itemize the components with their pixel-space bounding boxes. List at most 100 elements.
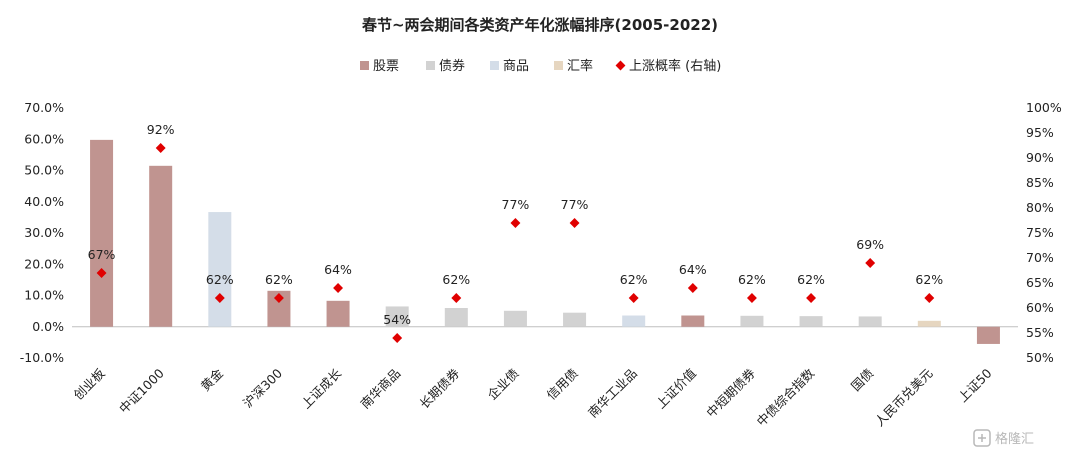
- probability-marker: [214, 293, 225, 303]
- bar: [208, 212, 232, 327]
- bar: [326, 300, 350, 327]
- probability-label: 62%: [442, 272, 470, 287]
- right-axis-tick: 75%: [1026, 225, 1054, 240]
- right-axis-tick: 85%: [1026, 175, 1054, 190]
- bar: [90, 139, 114, 327]
- x-axis-tick-label: 人民币兑美元: [872, 366, 936, 430]
- left-axis-tick: -10.0%: [20, 350, 64, 365]
- legend-label: 债券: [439, 58, 465, 74]
- legend-label: 上涨概率 (右轴): [629, 58, 721, 74]
- x-axis-tick-label: 南华工业品: [585, 366, 640, 421]
- right-axis-tick: 80%: [1026, 200, 1054, 215]
- x-axis-tick-label: 上证成长: [298, 365, 344, 411]
- bar: [267, 290, 291, 327]
- probability-label: 77%: [561, 197, 589, 212]
- bar: [976, 326, 1000, 344]
- left-axis-tick: 20.0%: [24, 256, 64, 271]
- right-axis-tick: 50%: [1026, 350, 1054, 365]
- bar: [563, 312, 587, 327]
- bar: [444, 308, 468, 327]
- x-axis-tick-label: 沪深300: [240, 365, 285, 410]
- x-axis-tick-label: 企业债: [484, 366, 521, 403]
- right-axis-tick: 65%: [1026, 275, 1054, 290]
- x-axis-tick-label: 创业板: [71, 365, 108, 402]
- left-axis-tick: 50.0%: [24, 163, 64, 178]
- bar: [799, 316, 823, 327]
- bar: [503, 310, 527, 327]
- legend-label: 汇率: [567, 58, 593, 74]
- left-axis-tick: 60.0%: [24, 131, 64, 146]
- legend-marker-diamond: [615, 60, 626, 71]
- right-axis-tick: 55%: [1026, 325, 1054, 340]
- bars: [90, 139, 1000, 344]
- legend-swatch: [490, 61, 499, 70]
- probability-marker: [628, 293, 639, 303]
- probability-marker: [333, 283, 344, 293]
- x-axis-tick-label: 黄金: [198, 365, 227, 394]
- x-axis-labels: 创业板 中证1000 黄金 沪深300 上证成长 南华商品 长期债券 企业债 信用债 南华工业品上…: [71, 365, 995, 429]
- right-axis-tick: 100%: [1026, 100, 1062, 115]
- probability-markers: 67% 92% 62% 62% 64% 54% 62% 77% 77% 62% 64% 62% 62% 6…: [88, 122, 943, 343]
- probability-label: 62%: [206, 272, 234, 287]
- x-axis-tick-label: 上证价值: [653, 366, 699, 412]
- probability-label: 62%: [915, 272, 943, 287]
- bar: [681, 315, 705, 327]
- x-axis-tick-label: 长期债券: [416, 365, 462, 411]
- bar: [740, 315, 764, 327]
- probability-label: 62%: [265, 272, 293, 287]
- probability-marker: [924, 293, 935, 303]
- watermark-text: 格隆汇: [995, 431, 1034, 447]
- bar: [385, 306, 409, 327]
- probability-label: 67%: [88, 247, 116, 262]
- left-axis-tick: 10.0%: [24, 288, 64, 303]
- probability-label: 64%: [324, 262, 352, 277]
- x-axis-tick-label: 上证50: [955, 365, 995, 405]
- bar: [149, 165, 173, 327]
- probability-label: 62%: [620, 272, 648, 287]
- legend-swatch: [426, 61, 435, 70]
- legend-label: 股票: [373, 59, 399, 74]
- probability-label: 64%: [679, 262, 707, 277]
- watermark-group: 格隆汇: [973, 429, 1034, 447]
- probability-marker: [687, 283, 698, 293]
- probability-marker: [569, 218, 580, 228]
- left-axis-tick: 40.0%: [24, 194, 64, 209]
- watermark-logo-icon: [973, 429, 991, 447]
- probability-marker: [392, 333, 403, 343]
- probability-marker: [806, 293, 817, 303]
- legend-label: 商品: [503, 59, 529, 74]
- legend-swatch: [360, 61, 369, 70]
- chart-title: 春节~两会期间各类资产年化涨幅排序(2005-2022): [362, 16, 718, 34]
- probability-marker: [273, 293, 284, 303]
- left-axis-tick: 0.0%: [32, 319, 64, 334]
- right-axis-tick: 90%: [1026, 150, 1054, 165]
- probability-label: 54%: [383, 312, 411, 327]
- probability-marker: [451, 293, 462, 303]
- probability-label: 92%: [147, 122, 175, 137]
- probability-marker: [865, 258, 876, 268]
- probability-marker: [155, 143, 166, 153]
- probability-marker: [746, 293, 757, 303]
- probability-marker: [510, 218, 521, 228]
- x-axis-tick-label: 南华商品: [357, 366, 403, 412]
- probability-label: 69%: [856, 237, 884, 252]
- probability-label: 62%: [797, 272, 825, 287]
- right-axis-tick: 60%: [1026, 300, 1054, 315]
- bar: [917, 320, 941, 327]
- legend: 股票 债券 商品 汇率 上涨概率 (右轴): [360, 58, 721, 74]
- x-axis-tick-label: 中短期债券: [703, 365, 758, 420]
- x-axis-tick-label: 信用债: [544, 366, 581, 403]
- bar: [622, 315, 646, 327]
- x-axis-tick-label: 中债综合指数: [754, 365, 818, 429]
- bar: [858, 316, 882, 327]
- axes: -10.0% 0.0% 10.0% 20.0% 30.0% 40.0% 50.0% 60.0%…: [20, 100, 1062, 365]
- x-axis-tick-label: 国债: [848, 366, 876, 394]
- x-axis-tick-label: 中证1000: [116, 365, 167, 416]
- probability-label: 77%: [502, 197, 530, 212]
- left-axis-tick: 30.0%: [24, 225, 64, 240]
- right-axis-tick: 70%: [1026, 250, 1054, 265]
- probability-label: 62%: [738, 272, 766, 287]
- legend-swatch: [554, 61, 563, 70]
